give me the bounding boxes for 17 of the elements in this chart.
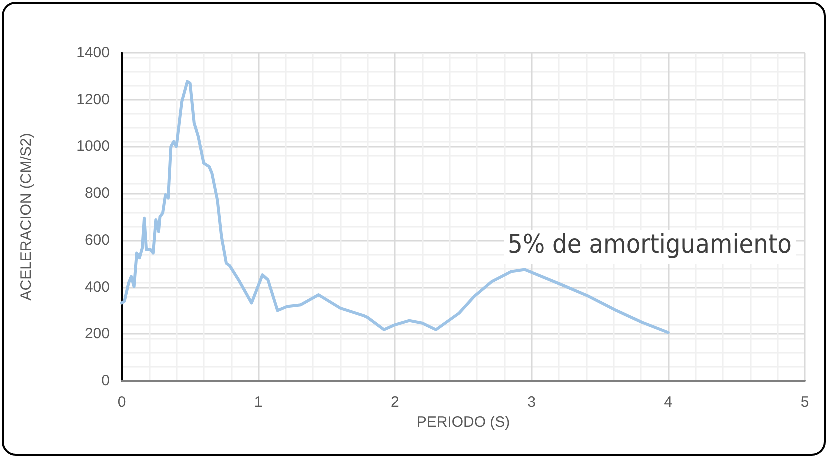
x-tick-label: 4 xyxy=(664,394,673,411)
y-axis-title: ACELERACION (CM/S2) xyxy=(18,133,35,301)
x-tick-label: 2 xyxy=(391,394,400,411)
x-tick-label: 1 xyxy=(254,394,263,411)
y-tick-label: 400 xyxy=(84,278,110,296)
y-tick-label: 1200 xyxy=(76,91,110,108)
y-tick-label: 1000 xyxy=(76,138,110,156)
x-tick-label: 3 xyxy=(528,394,536,411)
y-tick-label: 0 xyxy=(102,372,110,390)
y-tick-label: 600 xyxy=(84,232,110,249)
annotation: 5% de amortiguamiento xyxy=(508,230,792,260)
x-tick-label: 5 xyxy=(800,394,810,411)
y-tick-label: 800 xyxy=(84,185,110,202)
y-tick-label: 200 xyxy=(84,326,110,343)
x-axis-title: PERIODO (S) xyxy=(416,414,510,431)
y-tick-label: 1400 xyxy=(76,44,110,62)
x-tick-label: 0 xyxy=(118,394,126,411)
